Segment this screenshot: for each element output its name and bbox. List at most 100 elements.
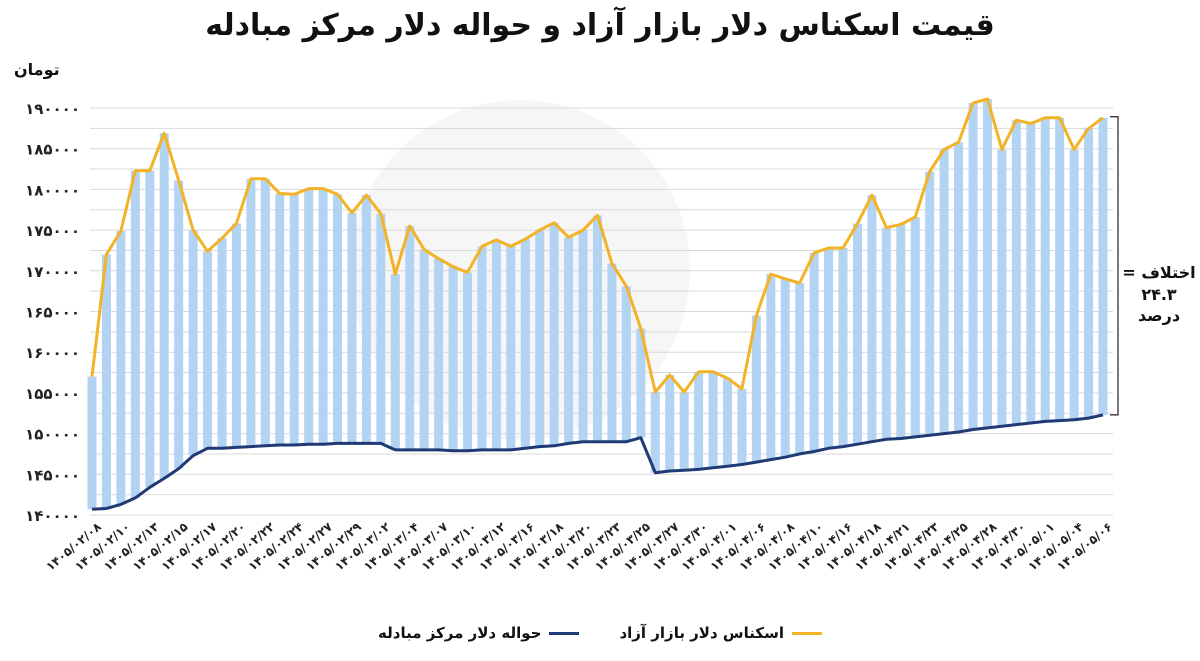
gap-bar xyxy=(491,239,501,450)
gap-bar xyxy=(578,230,588,442)
gap-bar xyxy=(434,258,444,450)
gap-bar xyxy=(1040,117,1050,422)
gap-bar xyxy=(1069,149,1079,420)
gap-bar xyxy=(954,142,964,432)
y-tick-label: ۱۵۰۰۰۰ xyxy=(25,426,80,444)
gap-bar xyxy=(621,286,631,442)
gap-bar xyxy=(419,249,429,450)
gap-bar xyxy=(506,246,516,450)
gap-bar xyxy=(477,246,487,450)
difference-annotation-value: ۲۴.۳ xyxy=(1141,284,1177,304)
gap-bar xyxy=(708,371,718,468)
gap-bar xyxy=(130,170,140,498)
y-axis-unit-label: تومان xyxy=(14,60,60,79)
gap-bar xyxy=(203,251,213,449)
gap-bar xyxy=(824,248,834,449)
legend-swatch-free-market xyxy=(791,631,822,635)
gap-bar xyxy=(593,215,602,442)
gap-bar xyxy=(448,266,458,451)
gap-bar xyxy=(275,193,285,445)
gap-bar xyxy=(925,171,935,436)
difference-bracket-line xyxy=(1110,116,1119,416)
gap-bar xyxy=(852,223,862,445)
gap-bar xyxy=(650,392,660,473)
y-tick-label: ۱۵۵۰۰۰ xyxy=(25,385,80,403)
gap-bar xyxy=(376,213,386,444)
gap-bar xyxy=(780,278,790,458)
legend-item-free-market: اسکناس دلار بازار آزاد xyxy=(619,624,822,642)
gap-bar xyxy=(968,103,978,430)
gap-bar xyxy=(231,223,241,448)
y-tick-label: ۱۴۵۰۰۰ xyxy=(25,466,80,484)
x-axis-ticks: ۱۴۰۵/۰۲/۰۸۱۴۰۵/۰۲/۱۰۱۴۰۵/۰۲/۱۳۱۴۰۵/۰۲/۱۵… xyxy=(43,519,1115,573)
y-tick-label: ۱۷۵۰۰۰ xyxy=(25,222,80,240)
gap-bar xyxy=(333,194,343,444)
gap-bar xyxy=(997,149,1007,427)
y-tick-label: ۱۷۰۰۰۰ xyxy=(25,263,80,281)
gap-bar xyxy=(174,180,184,469)
gap-bar xyxy=(390,274,400,450)
series-lines xyxy=(90,97,1104,511)
gap-bar xyxy=(145,170,155,488)
gap-bar xyxy=(87,376,97,510)
gap-bar xyxy=(766,274,776,460)
chart-legend: اسکناس دلار بازار آزاد حواله دلار مرکز م… xyxy=(0,624,1200,642)
gap-bar xyxy=(101,254,111,509)
gap-bar xyxy=(1026,123,1036,424)
y-tick-label: ۱۸۰۰۰۰ xyxy=(25,181,80,199)
legend-item-exchange-center: حواله دلار مرکز مبادله xyxy=(378,624,580,642)
gap-bar xyxy=(939,149,949,434)
y-tick-label: ۱۶۰۰۰۰ xyxy=(25,344,80,362)
gap-bar xyxy=(722,378,732,467)
chart-title: قیمت اسکناس دلار بازار آزاد و حواله دلار… xyxy=(205,8,995,43)
gap-bar xyxy=(159,133,169,479)
gap-bar xyxy=(549,222,559,446)
series-line-exchange-center xyxy=(91,413,1104,511)
y-tick-label: ۱۸۵۰۰۰ xyxy=(25,141,80,159)
gap-bar xyxy=(881,227,891,440)
gap-bar xyxy=(304,188,314,445)
difference-annotation-unit: درصد xyxy=(1137,306,1181,326)
gap-bar xyxy=(694,371,704,470)
gap-bar xyxy=(1084,128,1094,419)
gap-bar xyxy=(347,213,357,444)
gap-bar xyxy=(318,188,328,445)
gap-bar xyxy=(665,374,675,472)
difference-annotation-line1: اختلاف = xyxy=(1122,263,1196,282)
gap-bar xyxy=(289,194,299,445)
gap-bar xyxy=(217,238,227,449)
y-tick-label: ۱۴۰۰۰۰ xyxy=(25,507,80,525)
difference-bracket xyxy=(1110,116,1119,416)
gap-bar xyxy=(867,195,877,442)
legend-label-free-market: اسکناس دلار بازار آزاد xyxy=(619,624,784,642)
gap-bar xyxy=(361,195,371,444)
gap-bar xyxy=(838,248,848,447)
gap-bar xyxy=(405,226,415,450)
gap-bar xyxy=(737,388,747,465)
series-line-free-market xyxy=(90,97,1104,394)
gap-bar xyxy=(1098,117,1108,415)
y-tick-label: ۱۹۰۰۰۰ xyxy=(25,100,80,118)
gap-bars xyxy=(87,99,1108,510)
gap-bar xyxy=(607,263,617,442)
gap-bar xyxy=(535,230,545,447)
gap-bar xyxy=(1011,120,1021,425)
gap-bar xyxy=(896,224,906,439)
gap-bar xyxy=(910,217,920,437)
gap-bar xyxy=(246,178,256,447)
gap-bar xyxy=(520,239,530,449)
gap-bar xyxy=(463,272,473,451)
y-tick-label: ۱۶۵۰۰۰ xyxy=(25,304,80,322)
difference-annotation: اختلاف = ۲۴.۳ درصد xyxy=(1122,262,1196,327)
gap-bar xyxy=(982,99,992,428)
y-axis-ticks: ۱۴۰۰۰۰ ۱۴۵۰۰۰ ۱۵۰۰۰۰ ۱۵۵۰۰۰ ۱۶۰۰۰۰ ۱۶۵۰۰۰ ۱۷۰۰… xyxy=(25,100,80,525)
gap-bar xyxy=(188,230,198,456)
legend-label-exchange-center: حواله دلار مرکز مبادله xyxy=(378,624,542,642)
gap-bar xyxy=(116,230,126,505)
legend-swatch-exchange-center xyxy=(549,631,580,635)
gap-bar xyxy=(679,392,689,471)
gap-bar xyxy=(564,237,574,444)
gap-bar xyxy=(260,178,270,446)
gap-bar xyxy=(1055,117,1065,421)
